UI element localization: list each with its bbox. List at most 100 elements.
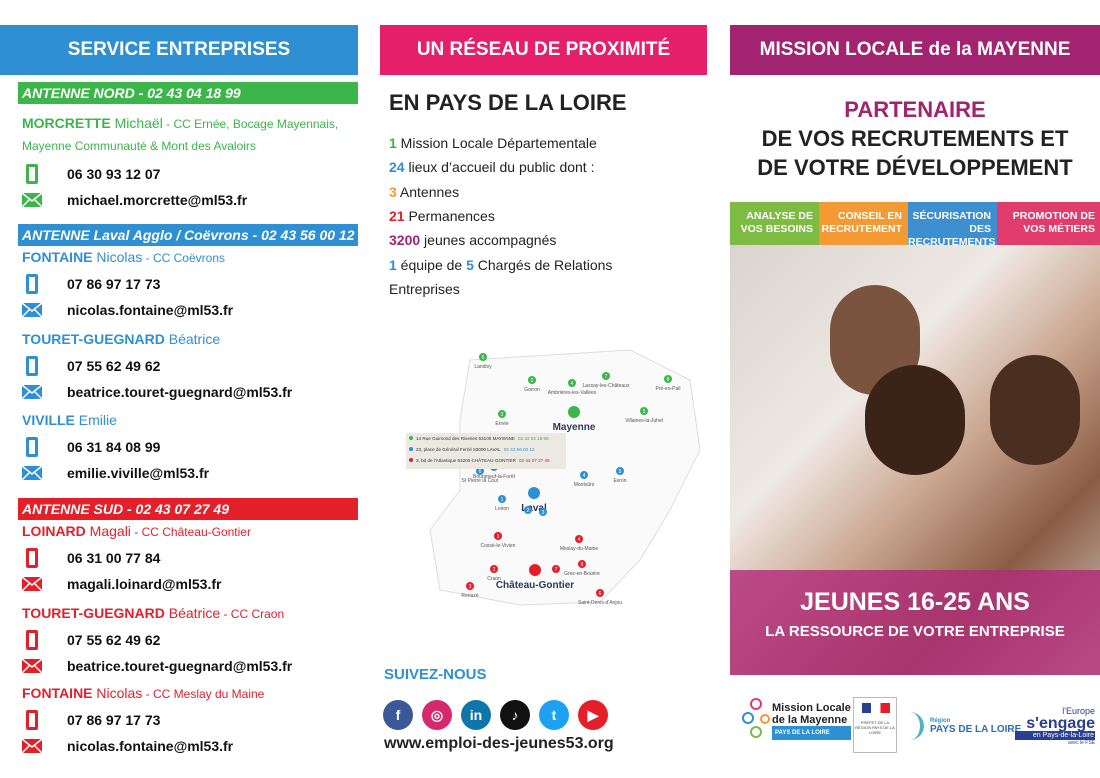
last-name: FONTAINE	[22, 249, 93, 265]
youtube-icon[interactable]: ▶	[578, 700, 608, 730]
map-pin[interactable]: 5 Evron	[613, 467, 627, 484]
legend-address: 23, place de Général Ferrié 53000 LAVAL	[416, 447, 501, 452]
first-name: Magali	[89, 523, 131, 539]
tag-line: RECRUTEMENT	[821, 223, 903, 235]
phone-number[interactable]: 07 86 97 17 73	[67, 276, 161, 292]
map-pin[interactable]: Laval	[521, 487, 547, 514]
phone-icon	[22, 630, 42, 650]
phone-number[interactable]: 07 55 62 49 62	[67, 632, 161, 648]
area: - CC Coëvrons	[142, 251, 225, 265]
map-pin[interactable]: 7 Lassay-les-Châteaux	[583, 372, 630, 389]
service-tag: SÉCURISATION DES RECRUTEMENTS	[908, 202, 997, 248]
map-pin[interactable]: 1 Cossé-le-Vivien	[481, 532, 516, 549]
pin-number: 7	[555, 567, 558, 573]
logo-text: l'Europe	[1062, 706, 1095, 716]
email-row: michael.morcrette@ml53.fr	[22, 192, 247, 208]
pin-marker	[466, 582, 474, 590]
pin-marker	[664, 375, 672, 383]
phone-number[interactable]: 06 31 84 08 99	[67, 439, 161, 455]
last-name: TOURET-GUEGNARD	[22, 605, 165, 621]
pin-number: 4	[583, 473, 586, 479]
banner-title: JEUNES 16-25 ANS	[800, 588, 1030, 616]
logo-text: Mission Locale	[772, 702, 851, 714]
partner-title: PARTENAIRE DE VOS RECRUTEMENTS ET DE VOT…	[730, 95, 1100, 182]
phone-number[interactable]: 07 55 62 49 62	[67, 358, 161, 374]
phone-row: 06 31 84 08 99	[22, 437, 160, 457]
map-pin[interactable]: 4 Meslay-du-Maine	[560, 535, 599, 552]
facebook-icon[interactable]: f	[383, 700, 413, 730]
map-pin[interactable]: 6 Landivy	[474, 353, 492, 370]
linkedin-icon[interactable]: in	[461, 700, 491, 730]
pin-marker	[578, 560, 586, 568]
phone-number[interactable]: 06 31 00 77 84	[67, 550, 161, 566]
first-name: Béatrice	[168, 331, 221, 347]
email-row: emilie.viville@ml53.fr	[22, 465, 209, 481]
map-pin[interactable]: 1 Loiron	[495, 495, 509, 512]
first-name: Nicolas	[96, 685, 143, 701]
last-name: TOURET-GUEGNARD	[22, 331, 165, 347]
map-pin[interactable]: Château-Gontier	[496, 564, 574, 591]
pin-marker	[580, 471, 588, 479]
email-address[interactable]: emilie.viville@ml53.fr	[67, 465, 210, 481]
map-pin[interactable]: 3	[539, 508, 547, 516]
pin-number: 5	[643, 409, 646, 415]
map-pin[interactable]: 2	[524, 506, 532, 514]
email-address[interactable]: nicolas.fontaine@ml53.fr	[67, 738, 234, 754]
email-address[interactable]: beatrice.touret-guegnard@ml53.fr	[67, 384, 293, 400]
email-row: nicolas.fontaine@ml53.fr	[22, 302, 233, 318]
antenne-bar: ANTENNE SUD - 02 43 07 27 49	[18, 498, 358, 520]
map-pin[interactable]: 4 Ambrières-les-Vallées	[548, 379, 597, 396]
map-pin[interactable]: 8 Pré-en-Pail	[655, 375, 681, 392]
map-pin[interactable]: 5 Villaines-la-Juhel	[625, 407, 663, 424]
first-name: Michaël	[114, 115, 163, 131]
pin-marker	[498, 410, 506, 418]
mail-icon	[22, 466, 42, 480]
map-pin[interactable]: 4 Montsûrs	[574, 471, 595, 488]
website-link[interactable]: www.emploi-des-jeunes53.org	[384, 735, 614, 752]
map-pin[interactable]: Mayenne	[553, 406, 596, 433]
pin-marker	[494, 532, 502, 540]
first-name: Emilie	[78, 412, 117, 428]
twitter-icon[interactable]: t	[539, 700, 569, 730]
email-row: beatrice.touret-guegnard@ml53.fr	[22, 658, 292, 674]
legend-phone: 02 43 07 27 49	[519, 458, 550, 463]
map-pin[interactable]: 2 Gorron	[524, 376, 540, 393]
prefet-logo: PRÉFET DE LA RÉGION PAYS DE LA LOIRE	[853, 697, 897, 753]
map-pin[interactable]: 5 Grez-en-Bouère	[564, 560, 600, 577]
pin-number: 6	[599, 591, 602, 597]
phone-number[interactable]: 06 30 93 12 07	[67, 166, 161, 182]
email-address[interactable]: nicolas.fontaine@ml53.fr	[67, 302, 234, 318]
header-title: MISSION LOCALE de la MAYENNE	[759, 39, 1071, 60]
stat-line: 1 Mission Locale Départementale	[389, 135, 597, 151]
map-pin[interactable]: 2 Craon	[487, 565, 501, 582]
pin-marker	[528, 376, 536, 384]
stat-number: 3200	[389, 232, 421, 249]
map-pin[interactable]: 7	[552, 565, 560, 573]
instagram-icon[interactable]: ◎	[422, 700, 452, 730]
title-line: DE VOS RECRUTEMENTS ET	[761, 126, 1069, 151]
mail-icon	[22, 193, 42, 207]
city-label: Landivy	[474, 364, 492, 370]
pin-number: 4	[571, 381, 574, 387]
map-pin[interactable]: 3 Ernée	[495, 410, 509, 427]
legend-address: 3, bd de l'Atlantique 53200 CHÂTEAU-GONT…	[416, 457, 517, 463]
region-mark-icon	[910, 712, 924, 740]
phone-row: 07 86 97 17 73	[22, 274, 160, 294]
stat-line: 3 Antennes	[389, 184, 459, 200]
pin-marker	[552, 565, 560, 573]
antenne-bar: ANTENNE NORD - 02 43 04 18 99	[18, 82, 358, 104]
email-row: beatrice.touret-guegnard@ml53.fr	[22, 384, 292, 400]
header-title: UN RÉSEAU DE PROXIMITÉ	[416, 39, 671, 60]
mayenne-map: Mayenne Laval Château-Gontier 6 Landivy 2 Gorr…	[406, 349, 700, 606]
email-address[interactable]: michael.morcrette@ml53.fr	[67, 192, 248, 208]
pin-number: 5	[619, 469, 622, 475]
map-pin[interactable]: 3 Renazé	[461, 582, 479, 599]
pin-number: 1	[501, 497, 504, 503]
map-pin[interactable]: 6 Saint-Denis-d'Anjou	[578, 589, 622, 606]
area: - CC Craon	[220, 607, 285, 621]
phone-number[interactable]: 07 86 97 17 73	[67, 712, 161, 728]
tiktok-icon[interactable]: ♪	[500, 700, 530, 730]
mail-icon	[22, 385, 42, 399]
email-address[interactable]: beatrice.touret-guegnard@ml53.fr	[67, 658, 293, 674]
email-address[interactable]: magali.loinard@ml53.fr	[67, 576, 222, 592]
